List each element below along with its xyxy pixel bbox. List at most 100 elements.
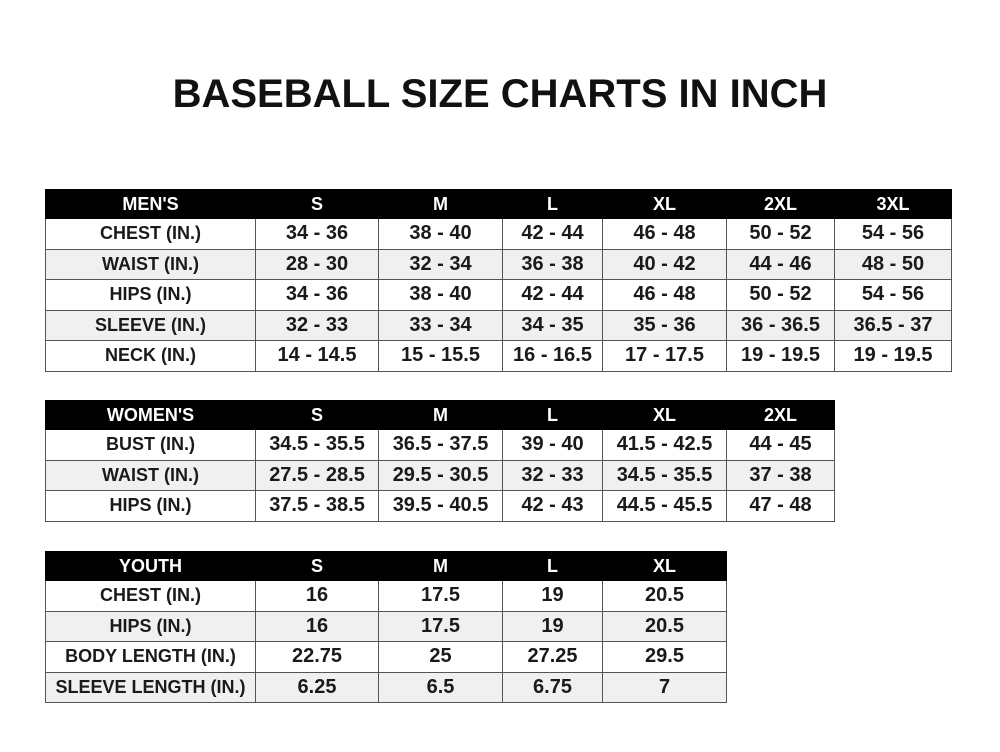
size-header: XL [602, 400, 727, 430]
measurement-cell: 6.75 [502, 671, 603, 703]
row-label: WAIST (IN.) [45, 459, 256, 491]
table-row: NECK (IN.) 14 - 14.5 15 - 15.5 16 - 16.5 17 … [45, 340, 952, 372]
measurement-cell: 50 - 52 [726, 218, 835, 250]
measurement-cell: 29.5 - 30.5 [378, 459, 503, 491]
measurement-cell: 34 - 35 [502, 309, 603, 341]
measurement-cell: 36 - 38 [502, 248, 603, 280]
row-label: BUST (IN.) [45, 429, 256, 461]
measurement-cell: 48 - 50 [834, 248, 952, 280]
table-row: WAIST (IN.) 27.5 - 28.5 29.5 - 30.5 32 - 33… [45, 459, 835, 491]
row-label: CHEST (IN.) [45, 580, 256, 612]
measurement-cell: 34.5 - 35.5 [602, 459, 727, 491]
measurement-cell: 44 - 46 [726, 248, 835, 280]
measurement-cell: 20.5 [602, 580, 727, 612]
size-header: L [502, 400, 603, 430]
measurement-cell: 17.5 [378, 580, 503, 612]
row-label: NECK (IN.) [45, 340, 256, 372]
measurement-cell: 28 - 30 [255, 248, 379, 280]
size-header: XL [602, 189, 727, 219]
size-header: S [255, 189, 379, 219]
measurement-cell: 15 - 15.5 [378, 340, 503, 372]
table-row: HIPS (IN.) 16 17.5 19 20.5 [45, 610, 727, 642]
measurement-cell: 16 - 16.5 [502, 340, 603, 372]
table-row: BODY LENGTH (IN.) 22.75 25 27.25 29.5 [45, 641, 727, 673]
measurement-cell: 19 - 19.5 [834, 340, 952, 372]
measurement-cell: 46 - 48 [602, 218, 727, 250]
row-label: WAIST (IN.) [45, 248, 256, 280]
table-row: BUST (IN.) 34.5 - 35.5 36.5 - 37.5 39 - 40 4… [45, 429, 835, 461]
table-row: WAIST (IN.) 28 - 30 32 - 34 36 - 38 40 - 42 4… [45, 248, 952, 280]
measurement-cell: 17 - 17.5 [602, 340, 727, 372]
size-header: S [255, 551, 379, 581]
measurement-cell: 38 - 40 [378, 279, 503, 311]
measurement-cell: 6.25 [255, 671, 379, 703]
measurement-cell: 17.5 [378, 610, 503, 642]
measurement-cell: 16 [255, 580, 379, 612]
measurement-cell: 27.5 - 28.5 [255, 459, 379, 491]
category-header: MEN'S [45, 189, 256, 219]
header-row: WOMEN'S S M L XL 2XL [45, 400, 835, 430]
size-header: S [255, 400, 379, 430]
row-label: CHEST (IN.) [45, 218, 256, 250]
size-header: M [378, 551, 503, 581]
row-label: SLEEVE (IN.) [45, 309, 256, 341]
measurement-cell: 37.5 - 38.5 [255, 490, 379, 522]
size-header: L [502, 551, 603, 581]
measurement-cell: 39 - 40 [502, 429, 603, 461]
measurement-cell: 42 - 44 [502, 218, 603, 250]
measurement-cell: 33 - 34 [378, 309, 503, 341]
measurement-cell: 46 - 48 [602, 279, 727, 311]
measurement-cell: 32 - 33 [502, 459, 603, 491]
measurement-cell: 19 [502, 610, 603, 642]
category-header: YOUTH [45, 551, 256, 581]
men-size-table: MEN'S S M L XL 2XL 3XL CHEST (IN.) 34 - 36 38 - 4… [45, 189, 952, 372]
measurement-cell: 19 [502, 580, 603, 612]
measurement-cell: 39.5 - 40.5 [378, 490, 503, 522]
size-header: M [378, 400, 503, 430]
measurement-cell: 40 - 42 [602, 248, 727, 280]
size-header: 2XL [726, 400, 835, 430]
measurement-cell: 47 - 48 [726, 490, 835, 522]
table-row: HIPS (IN.) 37.5 - 38.5 39.5 - 40.5 42 - 43 4… [45, 490, 835, 522]
measurement-cell: 44 - 45 [726, 429, 835, 461]
row-label: SLEEVE LENGTH (IN.) [45, 671, 256, 703]
measurement-cell: 50 - 52 [726, 279, 835, 311]
table-row: CHEST (IN.) 16 17.5 19 20.5 [45, 580, 727, 612]
measurement-cell: 34.5 - 35.5 [255, 429, 379, 461]
header-row: YOUTH S M L XL [45, 551, 727, 581]
women-size-table: WOMEN'S S M L XL 2XL BUST (IN.) 34.5 - 35.5 36.5… [45, 400, 835, 522]
measurement-cell: 19 - 19.5 [726, 340, 835, 372]
measurement-cell: 36.5 - 37 [834, 309, 952, 341]
measurement-cell: 37 - 38 [726, 459, 835, 491]
measurement-cell: 32 - 34 [378, 248, 503, 280]
measurement-cell: 41.5 - 42.5 [602, 429, 727, 461]
measurement-cell: 16 [255, 610, 379, 642]
measurement-cell: 42 - 43 [502, 490, 603, 522]
row-label: HIPS (IN.) [45, 610, 256, 642]
measurement-cell: 27.25 [502, 641, 603, 673]
table-row: CHEST (IN.) 34 - 36 38 - 40 42 - 44 46 - 48 5… [45, 218, 952, 250]
measurement-cell: 6.5 [378, 671, 503, 703]
youth-size-table: YOUTH S M L XL CHEST (IN.) 16 17.5 19 20.5 HIPS (I… [45, 551, 727, 703]
measurement-cell: 54 - 56 [834, 218, 952, 250]
category-header: WOMEN'S [45, 400, 256, 430]
table-row: SLEEVE (IN.) 32 - 33 33 - 34 34 - 35 35 - 36… [45, 309, 952, 341]
measurement-cell: 36.5 - 37.5 [378, 429, 503, 461]
size-header: 2XL [726, 189, 835, 219]
measurement-cell: 25 [378, 641, 503, 673]
size-header: XL [602, 551, 727, 581]
table-row: HIPS (IN.) 34 - 36 38 - 40 42 - 44 46 - 48 50… [45, 279, 952, 311]
measurement-cell: 38 - 40 [378, 218, 503, 250]
measurement-cell: 20.5 [602, 610, 727, 642]
measurement-cell: 34 - 36 [255, 218, 379, 250]
page-title: BASEBALL SIZE CHARTS IN INCH [172, 72, 828, 116]
row-label: HIPS (IN.) [45, 279, 256, 311]
measurement-cell: 54 - 56 [834, 279, 952, 311]
size-header: M [378, 189, 503, 219]
measurement-cell: 36 - 36.5 [726, 309, 835, 341]
measurement-cell: 42 - 44 [502, 279, 603, 311]
size-header: L [502, 189, 603, 219]
measurement-cell: 32 - 33 [255, 309, 379, 341]
measurement-cell: 7 [602, 671, 727, 703]
measurement-cell: 44.5 - 45.5 [602, 490, 727, 522]
